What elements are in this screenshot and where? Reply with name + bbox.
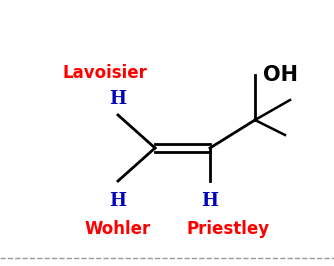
- Text: OH: OH: [263, 65, 298, 85]
- Text: H: H: [110, 90, 127, 108]
- Text: H: H: [201, 192, 218, 210]
- Text: Priestley: Priestley: [186, 220, 270, 238]
- Text: Wohler: Wohler: [85, 220, 151, 238]
- Text: Lavoisier: Lavoisier: [62, 64, 147, 82]
- Text: H: H: [110, 192, 127, 210]
